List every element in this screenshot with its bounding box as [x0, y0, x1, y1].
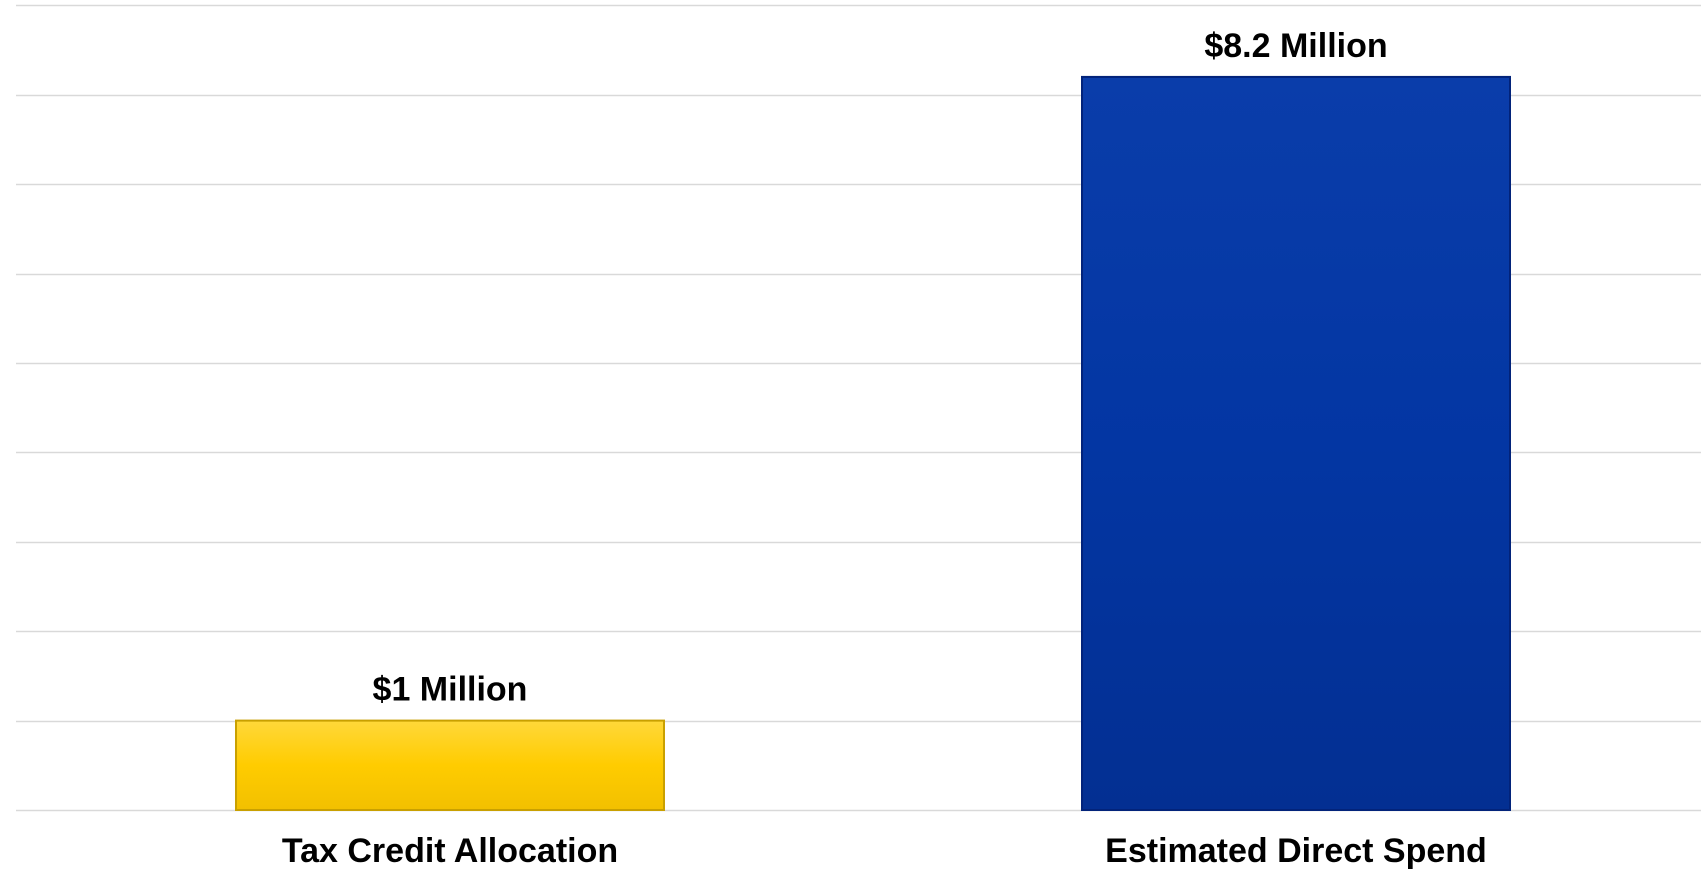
category-label: Tax Credit Allocation [282, 832, 618, 870]
data-labels: $1 Million $8.2 Million [373, 27, 1388, 709]
category-axis-labels: Tax Credit Allocation Estimated Direct Sp… [282, 832, 1487, 870]
bar-tax-credit-allocation [235, 719, 665, 811]
category-label: Estimated Direct Spend [1105, 832, 1487, 870]
bars [235, 75, 1511, 812]
data-label: $1 Million [373, 671, 528, 709]
bar-estimated-direct-spend [1081, 75, 1511, 812]
data-label: $8.2 Million [1204, 27, 1387, 65]
